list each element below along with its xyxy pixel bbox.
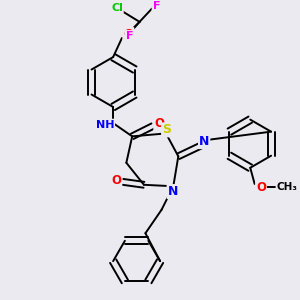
Text: O: O xyxy=(154,117,164,130)
Text: F: F xyxy=(125,31,133,41)
Text: O: O xyxy=(123,28,134,41)
Text: Cl: Cl xyxy=(111,3,123,13)
Text: N: N xyxy=(199,135,209,148)
Text: O: O xyxy=(111,174,122,187)
Text: NH: NH xyxy=(96,120,114,130)
Text: CH₃: CH₃ xyxy=(276,182,297,192)
Text: S: S xyxy=(162,123,171,136)
Text: N: N xyxy=(167,185,178,198)
Text: O: O xyxy=(256,181,266,194)
Text: F: F xyxy=(152,1,160,11)
